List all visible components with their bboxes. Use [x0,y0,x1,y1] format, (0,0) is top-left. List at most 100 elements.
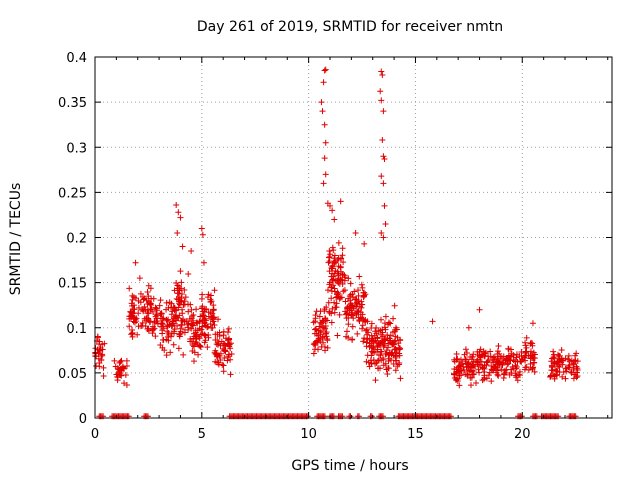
data-point [393,357,400,364]
data-point [174,229,181,236]
data-point [465,324,472,331]
data-point [173,295,180,302]
data-point [572,357,579,364]
data-point [322,66,329,73]
data-point [358,298,365,305]
data-point [343,304,350,311]
data-point [519,356,526,363]
data-point [510,365,517,372]
data-point [364,352,371,359]
data-point [494,351,501,358]
data-point [327,279,334,286]
data-point [550,354,557,361]
data-point [165,304,172,311]
data-point [318,99,325,106]
data-point [378,68,385,75]
data-point [394,334,401,341]
data-point [385,319,392,326]
data-point [129,330,136,337]
data-point [551,359,558,366]
data-point [349,336,356,343]
data-point [115,366,122,373]
data-point [320,324,327,331]
data-point [132,259,139,266]
data-point [139,322,146,329]
data-point [462,346,469,353]
data-point [118,357,125,364]
data-point [335,290,342,297]
data-point [337,255,344,262]
data-point [359,284,366,291]
data-point [560,357,567,364]
data-point [94,333,101,340]
data-point [352,229,359,236]
data-point [481,353,488,360]
data-point [518,348,525,355]
data-point [197,343,204,350]
data-point [207,320,214,327]
data-point [322,325,329,332]
data-point [467,382,474,389]
data-point [177,214,184,221]
data-point [364,335,371,342]
data-point [352,296,359,303]
data-point [490,359,497,366]
data-point [328,310,335,317]
data-point [454,355,461,362]
data-point [321,121,328,128]
data-point [568,369,575,376]
x-tick-label: 5 [198,427,206,442]
data-point [355,307,362,314]
data-point [374,335,381,342]
data-point [574,358,581,365]
data-point [321,155,328,162]
data-point [359,322,366,329]
data-point [391,302,398,309]
data-point [343,311,350,318]
data-point [139,306,146,313]
data-point [117,370,124,377]
data-point [185,324,192,331]
data-point [189,342,196,349]
data-point [212,358,219,365]
data-point [152,313,159,320]
data-point [318,319,325,326]
data-point [128,331,135,338]
data-point [329,305,336,312]
data-point [227,371,234,378]
data-point [500,375,507,382]
data-point [196,335,203,342]
data-point [453,351,460,358]
data-point [128,312,135,319]
data-point [339,245,346,252]
data-point [494,364,501,371]
data-point [153,318,160,325]
data-point [496,361,503,368]
y-tick-label: 0.35 [58,96,87,111]
data-point [181,318,188,325]
data-point [199,313,206,320]
data-point [331,216,338,223]
data-point [392,354,399,361]
data-point [200,259,207,266]
data-point [181,286,188,293]
data-point [96,341,103,348]
data-point [360,338,367,345]
data-point [549,355,556,362]
data-point [179,243,186,250]
data-point [178,290,185,297]
data-point [149,330,156,337]
data-point [326,268,333,275]
data-point [159,321,166,328]
data-point [180,316,187,323]
data-point [390,315,397,322]
data-point [345,321,352,328]
data-point [204,324,211,331]
data-point [392,345,399,352]
data-point [549,367,556,374]
data-point [164,317,171,324]
data-point [193,306,200,313]
data-point [380,108,387,115]
data-point [215,341,221,348]
